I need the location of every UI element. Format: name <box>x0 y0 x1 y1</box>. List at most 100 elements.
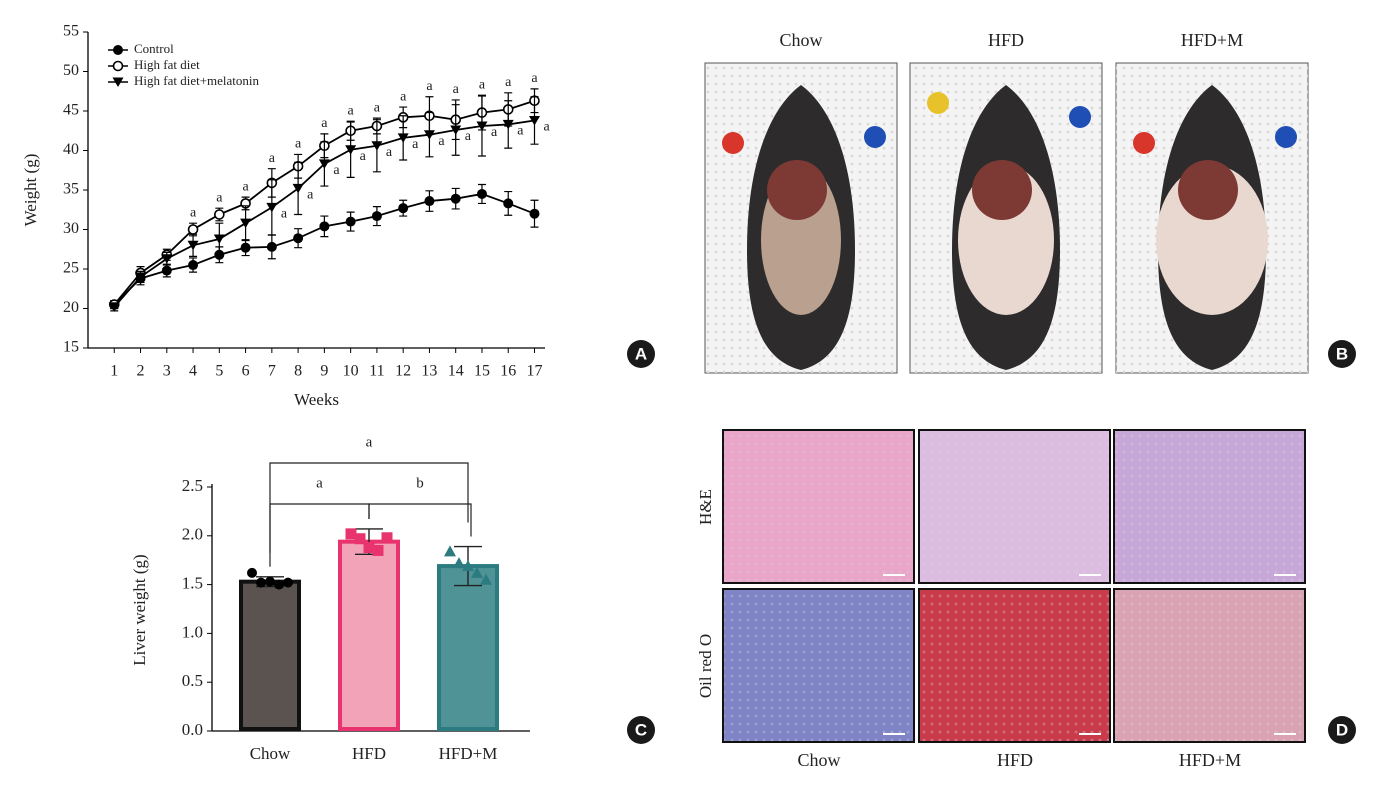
significance-label: a <box>281 207 288 222</box>
significance-label: a <box>307 188 314 203</box>
x-tick-label: 2 <box>137 363 145 380</box>
column-label: HFD <box>997 750 1033 770</box>
x-tick-label: HFD+M <box>439 744 498 763</box>
bar <box>239 579 301 731</box>
significance-label: a <box>366 434 373 450</box>
marker <box>503 198 514 209</box>
panel-letter: C <box>635 720 647 739</box>
marker <box>266 241 277 252</box>
significance-label: a <box>453 82 460 97</box>
marker <box>450 193 461 204</box>
column-label: Chow <box>797 750 840 770</box>
significance-label: a <box>491 125 498 140</box>
y-tick-label: 0.5 <box>182 671 203 690</box>
x-tick-label: 11 <box>369 363 384 380</box>
x-tick-label: 13 <box>421 363 437 380</box>
data-point <box>247 567 257 578</box>
marker <box>213 234 225 244</box>
pin <box>927 92 949 114</box>
micrograph-texture <box>1115 590 1304 741</box>
series-line <box>113 193 535 306</box>
marker <box>529 208 540 219</box>
marker <box>318 159 330 169</box>
row-label: H&E <box>696 489 715 525</box>
data-point <box>444 545 456 557</box>
data-point <box>372 544 384 556</box>
significance-label: a <box>360 149 367 164</box>
y-tick-label: 1.0 <box>182 622 203 641</box>
mouse-liver <box>1178 160 1238 220</box>
significance-label: a <box>479 77 486 92</box>
y-tick-label: 15 <box>63 339 79 356</box>
marker <box>476 188 487 199</box>
column-label: HFD <box>988 30 1024 50</box>
data-point <box>462 560 474 572</box>
marker <box>345 216 356 227</box>
data-point <box>256 577 266 588</box>
marker <box>293 233 304 244</box>
y-tick-label: 1.5 <box>182 574 203 593</box>
data-point <box>274 579 284 590</box>
data-point <box>363 542 375 554</box>
significance-label: a <box>374 100 381 115</box>
marker <box>240 218 252 229</box>
column-label: HFD+M <box>1179 750 1241 770</box>
significance-label: a <box>400 89 407 104</box>
x-tick-label: Chow <box>250 744 291 763</box>
significance-label: a <box>242 179 249 194</box>
pin <box>1069 106 1091 128</box>
y-tick-label: 55 <box>63 23 79 40</box>
y-tick-label: 30 <box>63 220 79 237</box>
bar <box>437 564 499 732</box>
significance-label: a <box>517 124 524 139</box>
significance-label: a <box>438 134 445 149</box>
marker <box>135 272 147 282</box>
y-tick-label: 35 <box>63 181 79 198</box>
marker <box>397 133 409 143</box>
data-point <box>480 573 492 585</box>
significance-bracket <box>368 503 472 537</box>
y-tick-label: 2.0 <box>182 525 203 544</box>
y-axis-label: Weight (g) <box>21 154 40 227</box>
marker <box>188 260 199 271</box>
marker <box>450 125 462 135</box>
x-tick-label: 10 <box>343 363 359 380</box>
micrograph-texture <box>920 590 1109 741</box>
legend-marker <box>112 77 124 87</box>
significance-label: a <box>269 151 276 166</box>
x-tick-label: 5 <box>215 363 223 380</box>
x-tick-label: 7 <box>268 363 276 380</box>
bar <box>338 539 400 731</box>
significance-label: a <box>348 103 355 118</box>
x-tick-label: 17 <box>526 363 542 380</box>
significance-label: b <box>416 475 424 491</box>
data-point <box>265 576 275 587</box>
significance-bracket <box>269 462 469 553</box>
legend-label: Control <box>134 41 174 56</box>
y-axis-label: Liver weight (g) <box>130 554 149 665</box>
marker <box>528 115 540 126</box>
data-point <box>381 532 393 544</box>
legend-label: High fat diet <box>134 57 200 72</box>
marker <box>345 145 357 155</box>
x-tick-label: 15 <box>474 363 490 380</box>
panel-badge <box>627 716 655 744</box>
significance-label: a <box>321 116 328 131</box>
marker <box>214 209 225 220</box>
micrograph-texture <box>724 590 913 741</box>
x-axis-label: Weeks <box>294 390 339 409</box>
marker <box>108 302 120 312</box>
significance-label: a <box>531 71 538 86</box>
significance-label: a <box>190 205 197 220</box>
significance-label: a <box>505 75 512 90</box>
panel-badge <box>627 340 655 368</box>
panel-badge <box>1328 716 1356 744</box>
x-tick-label: 14 <box>448 363 464 380</box>
data-point <box>471 566 483 578</box>
data-point <box>354 533 366 545</box>
legend-marker <box>112 60 124 72</box>
x-tick-label: 12 <box>395 363 411 380</box>
micrograph-texture <box>724 431 913 582</box>
marker <box>266 202 278 213</box>
significance-label: a <box>295 137 302 152</box>
